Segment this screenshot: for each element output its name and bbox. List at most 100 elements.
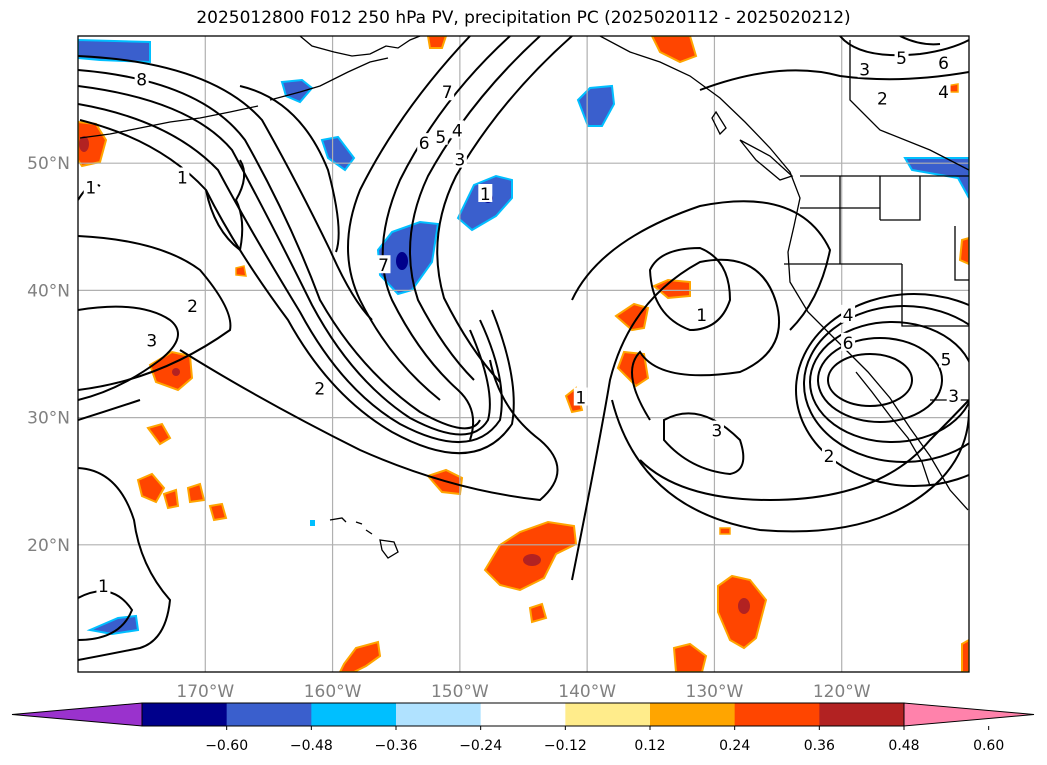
precip-positive-areas (78, 36, 969, 672)
colorbar-tick-label: −0.48 (290, 738, 333, 754)
precip-area (958, 236, 969, 266)
longitude-labels: 170°W 160°W 150°W 140°W 130°W 120°W (176, 682, 870, 702)
contour-label: 3 (146, 331, 157, 351)
contour-label-bg (946, 386, 961, 405)
pv-contour (205, 159, 246, 252)
precip-area (320, 135, 356, 172)
colorbar-extend-high (903, 702, 1035, 727)
pv-contour (409, 36, 541, 381)
pv-contour (803, 305, 969, 463)
pv-contour (347, 36, 471, 401)
precip-area (186, 482, 206, 504)
baja-california (855, 371, 931, 487)
contour-label: 4 (843, 306, 854, 326)
pv-contour (78, 55, 373, 321)
pv-contour (663, 412, 745, 476)
contour-label-bg (433, 126, 448, 145)
colorbar-segment (226, 703, 312, 726)
lon-tick-label: 140°W (558, 682, 616, 702)
colorbar-segment (311, 703, 397, 726)
contour-label: 5 (941, 350, 952, 370)
precip-area (650, 36, 698, 64)
contour-label: 2 (187, 297, 198, 317)
pv-contour (381, 36, 511, 441)
contour-label-bg (841, 304, 856, 323)
contour-label-bg (450, 120, 465, 139)
contour-label: 3 (454, 151, 465, 171)
contour-label-bg (875, 88, 890, 107)
contour-label-bg (939, 349, 954, 368)
contour-label-bg (312, 378, 327, 397)
contour-label: 1 (575, 389, 586, 409)
precip-area (235, 265, 247, 277)
colorbar-tick-label: −0.12 (544, 738, 587, 754)
contour-label: 1 (98, 577, 109, 597)
colorbar-tick-label: −0.60 (205, 738, 248, 754)
pv-contour (78, 69, 481, 430)
contour-label: 4 (452, 121, 463, 141)
colorbar-tick-label: 0.12 (634, 738, 665, 754)
precip-area (148, 350, 194, 392)
contour-label: 5 (896, 49, 907, 69)
precip-area-core (738, 598, 750, 614)
contour-label: 6 (419, 134, 430, 154)
contour-label: 1 (85, 179, 96, 199)
aleutians (79, 105, 259, 139)
contour-label: 7 (442, 83, 453, 103)
precip-area (528, 602, 548, 624)
contour-label-bg (175, 167, 190, 186)
contour-label-bg (936, 52, 951, 71)
colorbar-tick-label: 0.36 (804, 738, 835, 754)
alaska-peninsula (269, 57, 389, 101)
lon-tick-label: 150°W (431, 682, 489, 702)
precip-area-core (79, 136, 89, 152)
contour-label-bg (134, 69, 149, 88)
precip-area (614, 302, 650, 332)
contour-label-bg (144, 330, 159, 349)
precip-area (338, 640, 382, 672)
contour-label: 2 (314, 380, 325, 400)
pv-contour (78, 305, 179, 401)
precip-area (136, 472, 166, 504)
pv-contour (899, 36, 941, 46)
gridlines (78, 36, 969, 672)
colorbar-outline (141, 702, 905, 727)
contour-label-bg (440, 82, 455, 101)
precip-area-core (396, 252, 408, 270)
contour-label: 2 (824, 447, 835, 467)
contour-label-bg (417, 133, 432, 152)
haida-gwaii (711, 110, 727, 136)
lon-tick-label: 170°W (176, 682, 234, 702)
lat-tick-label: 50°N (27, 154, 70, 174)
contour-label: 3 (859, 60, 870, 80)
precip-area (672, 642, 708, 672)
precip-area (652, 278, 691, 300)
contour-label: 1 (696, 306, 707, 326)
pv-contour (809, 321, 969, 443)
colorbar-segment (819, 703, 905, 726)
colorbar-segment (396, 703, 482, 726)
pv-contour (78, 103, 503, 443)
pv-contour (571, 258, 781, 581)
latitude-labels: 20°N 30°N 40°N 50°N (27, 154, 70, 556)
lon-tick-label: 160°W (304, 682, 362, 702)
contour-label-bg (821, 446, 836, 465)
pv-contour (827, 353, 913, 407)
contour-label-bg (841, 332, 856, 351)
colorbar-segment (650, 703, 736, 726)
precip-area (719, 527, 731, 535)
pv-contours (78, 36, 969, 661)
alaska-coast (299, 36, 421, 57)
pv-contour (648, 246, 732, 332)
precip-area (208, 502, 228, 522)
contour-label: 4 (938, 83, 949, 103)
colorbar-tick-label: 0.60 (973, 738, 1004, 754)
pv-contour (179, 349, 559, 502)
contour-label-bg (573, 387, 588, 406)
colorbar-segment (565, 703, 651, 726)
contour-label: 3 (948, 387, 959, 407)
state-lines (784, 40, 969, 401)
contour-label-bg (694, 304, 709, 323)
